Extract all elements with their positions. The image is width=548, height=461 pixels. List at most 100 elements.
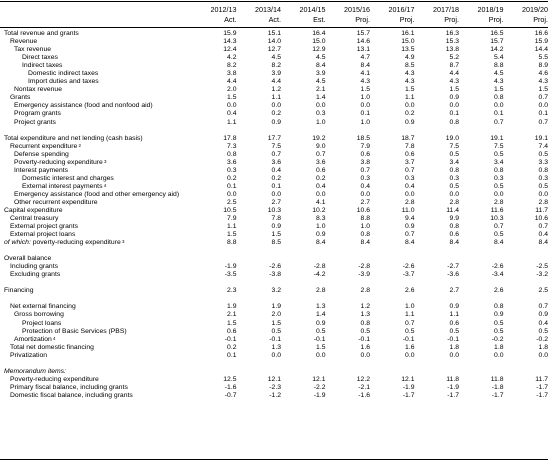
row-gap <box>0 127 548 135</box>
table-cell: 0.4 <box>227 110 237 118</box>
table-cell: -2.1 <box>358 383 370 391</box>
table-cell: -1.7 <box>536 383 548 391</box>
table-cell: 15.0 <box>312 38 326 46</box>
table-cell: 2.5 <box>227 198 237 206</box>
table-cell: 1.3 <box>360 311 370 319</box>
table-cell: 10.2 <box>312 207 326 214</box>
row-label: Central treasury <box>10 215 59 223</box>
table-cell: 11.8 <box>446 375 459 383</box>
table-cell: -0.1 <box>269 335 281 343</box>
table-cell: 2.6 <box>494 287 504 295</box>
table-cell: 8.4 <box>360 62 370 70</box>
table-cell: 0.5 <box>449 327 459 335</box>
status-header: Proj. <box>444 15 459 24</box>
table-row: Domestic interest and charges 0.2 0.2 0.2 0.… <box>0 175 548 183</box>
table-cell: 0.8 <box>360 319 370 327</box>
table-row: Central treasury 7.9 7.8 8.3 8.8 9.4 9.9 10.3 10… <box>0 215 548 223</box>
row-label: Interest payments <box>14 166 69 174</box>
table-cell: 0.1 <box>227 182 237 190</box>
table-cell: 1.1 <box>227 118 237 126</box>
year-header-row: 2012/13 2013/14 2014/15 2015/16 2016/17 2017/… <box>0 5 548 15</box>
table-cell: 12.1 <box>401 375 415 383</box>
table-cell: 3.6 <box>271 158 281 166</box>
table-cell: 5.2 <box>449 54 459 62</box>
table-cell: 9.9 <box>449 215 459 223</box>
table-cell: -2.3 <box>269 383 281 391</box>
table-cell: 0.2 <box>316 174 326 182</box>
table-cell: 0.3 <box>360 174 370 182</box>
table-cell: 0.6 <box>449 231 459 239</box>
table-cell: 0.8 <box>449 223 459 231</box>
table-cell: 9.0 <box>316 142 326 150</box>
table-cell: 1.0 <box>405 303 415 311</box>
table-cell: -1.9 <box>313 391 326 399</box>
table-cell: 3.8 <box>227 70 237 78</box>
table-cell: 8.5 <box>405 62 415 70</box>
table-cell: -2.6 <box>491 263 504 271</box>
row-label: Overall balance <box>4 255 52 263</box>
table-cell: -2.6 <box>402 263 415 271</box>
table-cell: 1.5 <box>360 86 370 94</box>
header-rule <box>0 27 548 28</box>
table-cell: 0.0 <box>405 190 415 198</box>
table-cell: 0.6 <box>360 150 370 158</box>
row-label: Recurrent expenditure 2 <box>10 142 82 150</box>
row-label: External project grants <box>10 223 79 231</box>
table-cell: 0.7 <box>538 303 548 311</box>
table-cell: -1.6 <box>224 383 237 391</box>
row-gap <box>0 279 548 287</box>
table-row: Poverty-reducing expenditure 12.5 12.1 12.1… <box>0 376 548 384</box>
row-label: Import duties and taxes <box>28 78 99 86</box>
table-cell: 8.2 <box>271 62 281 70</box>
table-cell: 1.5 <box>227 231 237 239</box>
table-cell: -3.7 <box>402 271 415 279</box>
row-label: Poverty-reducing expenditure 3 <box>14 158 107 166</box>
table-cell: -4.2 <box>313 271 326 279</box>
table-cell: 7.8 <box>405 142 415 150</box>
table-row: Emergency assistance (food and other eme… <box>0 191 548 199</box>
status-header: Proj. <box>355 15 370 24</box>
table-cell: 9.4 <box>405 215 415 223</box>
table-cell: 1.5 <box>405 86 415 94</box>
table-cell: 16.3 <box>445 30 459 38</box>
table-row: Overall balance <box>0 255 548 263</box>
row-label: Grants <box>10 94 31 102</box>
table-cell: 0.0 <box>271 351 281 359</box>
table-cell: -0.7 <box>224 391 237 399</box>
table-cell: 11.8 <box>490 375 504 383</box>
table-cell: 18.7 <box>401 134 415 142</box>
row-label: Including grants <box>10 263 58 271</box>
table-cell: 10.6 <box>356 207 370 214</box>
table-row: of which: poverty-reducing expenditure 3… <box>0 239 548 247</box>
table-cell: 0.9 <box>405 223 415 231</box>
table-row: Project loans 1.5 1.5 0.9 0.8 0.7 0.6 0.5 0.4 <box>0 320 548 328</box>
table-cell: 0.0 <box>227 190 237 198</box>
table-cell: 2.8 <box>405 198 415 206</box>
table-cell: 5.5 <box>538 54 548 62</box>
table-cell: 1.1 <box>449 311 459 319</box>
row-label: Domestic indirect taxes <box>28 70 99 78</box>
table-cell: 1.5 <box>449 86 459 94</box>
table-cell: 15.0 <box>401 38 415 46</box>
table-cell: 1.1 <box>227 223 237 231</box>
year-header: 2013/14 <box>255 5 281 14</box>
row-label: Nontax revenue <box>14 86 62 94</box>
table-cell: 7.9 <box>227 215 237 223</box>
table-cell: 0.8 <box>494 166 504 174</box>
table-cell: 1.0 <box>316 223 326 231</box>
table-cell: 4.2 <box>227 54 237 62</box>
table-cell: 0.0 <box>538 351 548 359</box>
table-cell: 3.3 <box>538 158 548 166</box>
table-cell: 1.1 <box>405 94 415 102</box>
table-row: Other recurrent expenditure 2.5 2.7 4.1 2.7 2… <box>0 199 548 207</box>
row-label: Total net domestic financing <box>10 343 94 351</box>
table-cell: -2.7 <box>447 263 459 271</box>
year-header: 2018/19 <box>477 5 504 14</box>
table-cell: 1.4 <box>316 311 326 319</box>
table-cell: 0.5 <box>271 327 281 335</box>
row-gap <box>0 295 548 303</box>
table-cell: 0.7 <box>494 223 504 231</box>
table-cell: 19.0 <box>445 134 459 142</box>
table-cell: -3.2 <box>536 271 548 279</box>
row-label: Total revenue and grants <box>4 30 79 38</box>
